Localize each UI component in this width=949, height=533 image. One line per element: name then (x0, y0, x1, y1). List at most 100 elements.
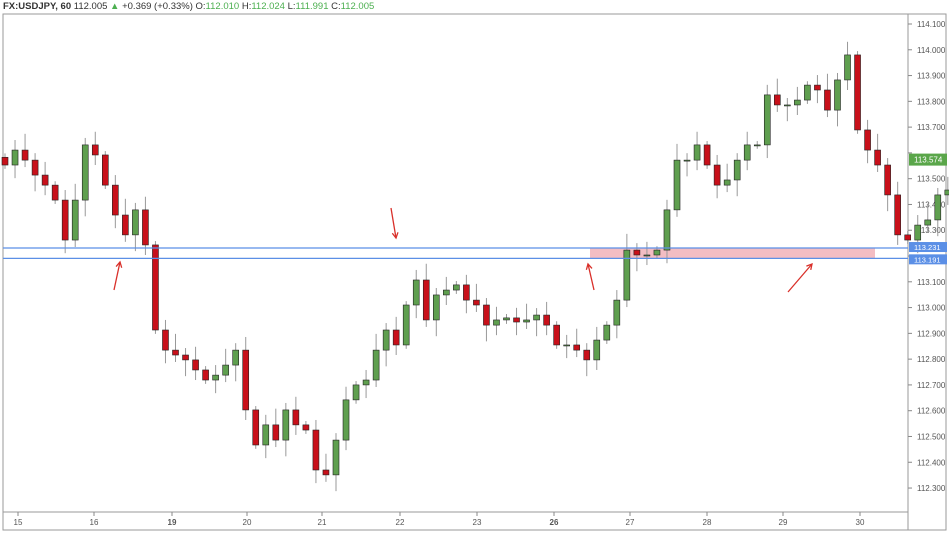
y-tick-label: 112.400 (917, 458, 946, 467)
chart-frame (2, 13, 947, 531)
candle-body (844, 54, 851, 81)
candle (944, 176, 949, 205)
candle-body (21, 149, 29, 161)
y-tick-label: 114.100 (917, 20, 946, 29)
x-tick-label: 20 (243, 518, 252, 527)
candle (784, 97, 791, 122)
candle-body (382, 329, 390, 351)
candle-body (944, 189, 949, 196)
candle-body (362, 379, 370, 386)
candle-body (332, 439, 340, 476)
candle (814, 75, 821, 104)
candle-body (733, 159, 741, 181)
candle (1, 153, 9, 169)
candle-body (934, 194, 942, 221)
support-zone (590, 248, 875, 259)
x-tick-label: 22 (396, 518, 405, 527)
candle-body (633, 249, 641, 256)
candle (202, 366, 209, 384)
high-label: H: (241, 1, 252, 12)
candle (282, 402, 290, 457)
candle (733, 153, 741, 197)
candle (874, 133, 881, 172)
last-price-badge (909, 153, 947, 166)
arrow-annotation (113, 260, 123, 291)
candle (443, 276, 450, 306)
candle-body (924, 219, 932, 226)
candle (553, 321, 560, 349)
candle (192, 346, 199, 381)
candle-body (372, 349, 380, 381)
candle (372, 333, 380, 387)
candle-body (573, 344, 581, 351)
y-tick-label: 113.400 (917, 200, 946, 209)
candle (603, 321, 611, 344)
candle-body (1, 156, 9, 166)
candle-body (894, 194, 901, 236)
x-tick-label: 16 (90, 518, 99, 527)
candle-body (683, 159, 691, 162)
candle-body (342, 399, 350, 441)
candle-body (182, 354, 189, 361)
arrow-head (391, 232, 399, 240)
candle-body (583, 349, 591, 361)
y-tick-label: 113.300 (917, 226, 946, 235)
symbol[interactable]: FX:USDJPY, 60 (3, 1, 72, 12)
candle-body (81, 144, 89, 201)
change: +0.369 (+0.33%) (122, 1, 193, 12)
arrow-shaft (587, 263, 595, 291)
candle (854, 51, 861, 134)
level-price-badge (909, 254, 947, 265)
y-tick-label: 113.700 (917, 123, 946, 132)
last-price-label: 113.574 (914, 156, 943, 165)
candle (563, 334, 570, 359)
candle (162, 319, 169, 364)
candle-body (874, 149, 881, 166)
x-tick-label: 30 (856, 518, 865, 527)
candle (242, 336, 250, 420)
candle-body (804, 84, 811, 101)
candle-body (192, 359, 199, 371)
candle-body (613, 299, 621, 326)
arrow-shaft (390, 207, 397, 239)
candle (583, 343, 591, 377)
candle-body (503, 317, 510, 321)
close-value: 112.005 (340, 1, 375, 12)
candle (312, 419, 320, 484)
candle-body (162, 329, 169, 351)
candle (503, 314, 510, 324)
arrow-annotation (585, 262, 595, 291)
candle-body (563, 344, 570, 347)
candle-body (814, 84, 821, 91)
candle (61, 190, 69, 254)
x-tick-label: 21 (318, 518, 327, 527)
y-tick-label: 113.500 (917, 175, 946, 184)
candle (824, 73, 831, 118)
arrow-head (115, 260, 123, 268)
y-tick-label: 114.000 (917, 46, 946, 55)
y-tick-label: 112.300 (917, 484, 946, 493)
candle-body (653, 249, 661, 256)
candle (302, 421, 310, 434)
candle (743, 131, 751, 171)
candle (71, 183, 79, 247)
candle (222, 348, 229, 383)
candle (673, 143, 681, 217)
candle-body (212, 374, 219, 381)
candle-body (763, 94, 771, 146)
candle-body (302, 424, 310, 431)
candle-body (483, 304, 490, 326)
candle (11, 140, 19, 179)
candle (473, 283, 480, 312)
candle (272, 408, 280, 448)
candle (794, 86, 801, 116)
candle-body (914, 224, 922, 241)
candle (182, 348, 189, 377)
close-label: C: (331, 1, 341, 12)
candle-body (102, 154, 109, 186)
candle (81, 137, 89, 217)
last-price: 112.005 (73, 1, 108, 12)
candle-body (553, 324, 560, 346)
candle-body (463, 284, 470, 301)
